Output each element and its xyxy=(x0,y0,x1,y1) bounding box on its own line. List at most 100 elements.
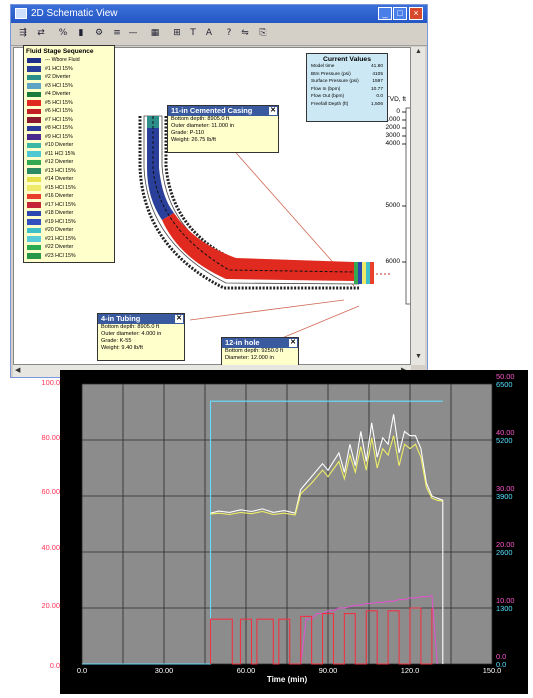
legend-swatch xyxy=(27,134,41,140)
legend-item: #2 Diverter xyxy=(24,73,114,82)
tubing-row: Outer diameter: 4.000 in xyxy=(101,331,162,337)
legend-label: #10 Diverter xyxy=(45,142,74,148)
casing-row: Bottom depth: 8905.0 ft xyxy=(171,116,230,122)
current-value-name: Flow In (bpm) xyxy=(311,86,341,92)
current-values-title: Current Values xyxy=(323,56,371,63)
x-axis-tick-label: 120.0 xyxy=(400,666,420,675)
fluid-stage-legend: Fluid Stage Sequence --- Wbore Fluid #1 H… xyxy=(23,45,115,263)
legend-item: #8 HCl 15% xyxy=(24,124,114,133)
series-line-2 xyxy=(210,435,443,516)
casing-info-box[interactable]: 11-in Cemented Casing ✕ Bottom depth: 89… xyxy=(167,105,279,153)
tvd-ruler xyxy=(405,107,410,305)
legend-item: #5 HCl 15% xyxy=(24,99,114,108)
legend-item: #4 Diverter xyxy=(24,90,114,99)
tubing-row: Weight: 9.40 lb/ft xyxy=(101,345,143,351)
casing-box-title: 11-in Cemented Casing xyxy=(171,106,253,115)
tubing-box-title: 4-in Tubing xyxy=(101,314,141,323)
legend-swatch xyxy=(27,227,41,233)
close-button[interactable]: × xyxy=(409,7,423,20)
legend-swatch xyxy=(27,193,41,199)
current-values-panel: Current Values Model time 41.80 Btm Pressu… xyxy=(306,53,388,122)
scroll-down-icon[interactable]: ▼ xyxy=(415,353,422,360)
tubing-info-box[interactable]: 4-in Tubing ✕ Bottom depth: 8905.0 ft Ou… xyxy=(97,313,185,361)
x-axis-title: Time (min) xyxy=(266,675,308,684)
gear-icon[interactable]: ⚙ xyxy=(94,28,104,38)
legend-swatch xyxy=(27,159,41,165)
layout-icon[interactable]: ⊞ xyxy=(173,28,181,38)
legend-item: #6 HCl 15% xyxy=(24,107,114,116)
flow-icon[interactable]: ⇄ xyxy=(37,28,45,38)
legend-item: #13 HCl 15% xyxy=(24,167,114,176)
right-axis-tick-label: 0.0 xyxy=(496,660,507,669)
swap-icon[interactable]: ⇋ xyxy=(241,28,249,38)
tvd-tick: 6000 xyxy=(385,258,400,265)
legend-label: #22 Diverter xyxy=(45,244,74,250)
legend-item: #1 HCl 15% xyxy=(24,65,114,74)
window-title: 2D Schematic View xyxy=(31,8,118,19)
close-icon[interactable]: ✕ xyxy=(269,107,277,115)
legend-swatch xyxy=(27,91,41,97)
hole-pointer-line xyxy=(269,305,360,344)
current-value-number: 10.77 xyxy=(370,86,383,92)
legend-label: #17 HCl 15% xyxy=(45,201,76,208)
minimize-button[interactable]: _ xyxy=(378,7,392,20)
help-icon[interactable]: ? xyxy=(226,28,232,38)
legend-label: #11 HCl 15% xyxy=(45,150,76,157)
maximize-button[interactable]: □ xyxy=(393,7,407,20)
text-icon[interactable]: T xyxy=(190,28,196,38)
lines-icon[interactable]: ≡ xyxy=(113,28,121,38)
font-icon[interactable]: A xyxy=(205,28,213,38)
close-icon[interactable]: ✕ xyxy=(175,315,183,323)
legend-label: #2 Diverter xyxy=(45,74,71,80)
hole-box-title: 12-in hole xyxy=(225,338,260,347)
legend-swatch xyxy=(27,210,41,216)
current-value-name: Model time xyxy=(311,64,335,69)
legend-swatch xyxy=(27,108,41,114)
legend-label: #21 HCl 15% xyxy=(45,235,76,242)
x-axis-tick-label: 90.00 xyxy=(318,666,338,675)
current-value-name: Freefall Depth (ft) xyxy=(311,101,349,107)
legend-swatch xyxy=(27,100,41,106)
legend-swatch xyxy=(27,151,41,157)
document-icon[interactable]: ⎘ xyxy=(259,28,267,38)
current-value-row: Surface Pressure (psi) 1597 xyxy=(307,78,387,86)
legend-label: #16 Diverter xyxy=(45,193,74,199)
tvd-axis-label: TVD, ft xyxy=(385,96,406,103)
right-axis-tick-label: 10.00 xyxy=(496,596,515,605)
close-icon[interactable]: ✕ xyxy=(289,339,297,347)
scroll-left-icon[interactable]: ◀ xyxy=(15,367,21,374)
legend-swatch xyxy=(27,142,41,148)
scroll-up-icon[interactable]: ▲ xyxy=(415,48,422,55)
legend-swatch xyxy=(27,185,41,191)
grid-icon[interactable]: ▦ xyxy=(150,28,160,38)
right-axis-tick-label: 50.00 xyxy=(496,372,515,381)
legend-swatch xyxy=(27,117,41,123)
left-axis-tick-label: 1300 xyxy=(43,592,60,601)
current-value-number: 0.0 xyxy=(376,94,383,100)
legend-label: #15 HCl 15% xyxy=(45,184,76,191)
left-axis-tick-label: 0.0 xyxy=(49,652,60,661)
stack-icon[interactable]: ⇶ xyxy=(19,28,27,38)
legend-swatch xyxy=(27,74,41,80)
tubing-row: Grade: K-55 xyxy=(101,338,132,344)
left-axis-tick-label: 40.00 xyxy=(41,543,61,552)
legend-item: #3 HCl 15% xyxy=(24,82,114,91)
tubing-row: Bottom depth: 8905.0 ft xyxy=(101,324,160,330)
left-axis-tick-label: 5200 xyxy=(43,438,60,447)
current-value-name: Surface Pressure (psi) xyxy=(311,79,359,85)
legend-label: #23 HCl 15% xyxy=(45,252,76,259)
percent-icon[interactable]: % xyxy=(58,28,68,38)
legend-item: #19 HCl 15% xyxy=(24,218,114,227)
right-axis-tick-label: 40.00 xyxy=(496,428,515,437)
legend-item: #16 Diverter xyxy=(24,192,114,201)
legend-swatch xyxy=(27,66,41,72)
window-icon xyxy=(15,8,27,19)
vertical-scrollbar[interactable]: ▲ ▼ xyxy=(411,47,425,365)
legend-label: #1 HCl 15% xyxy=(45,65,73,72)
legend-item: #10 Diverter xyxy=(24,141,114,150)
legend-swatch xyxy=(27,125,41,131)
dash-icon[interactable]: — xyxy=(128,28,138,38)
bar-icon[interactable]: ▮ xyxy=(78,28,84,38)
legend-swatch xyxy=(27,219,41,225)
title-bar[interactable]: 2D Schematic View _ □ × xyxy=(11,5,427,23)
